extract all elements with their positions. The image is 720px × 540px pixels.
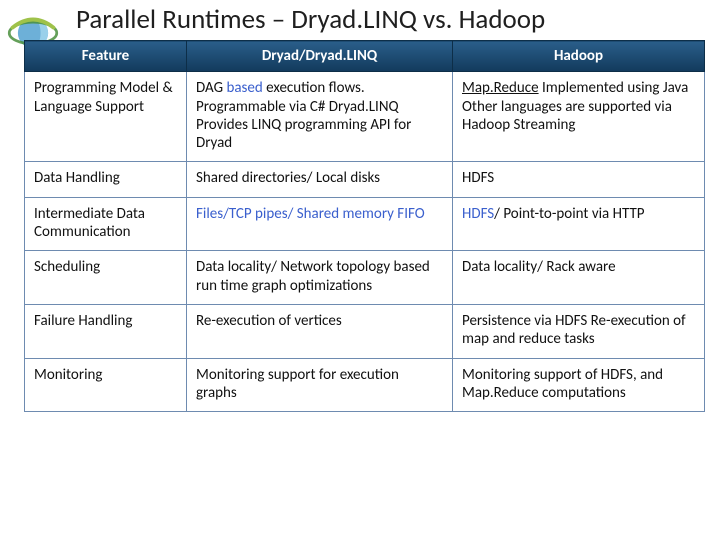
cell-dryad: DAG based execution flows. Programmable … <box>187 72 453 162</box>
table-row: Data HandlingShared directories/ Local d… <box>25 162 705 197</box>
col-header-dryad: Dryad/Dryad.LINQ <box>187 41 453 72</box>
table-row: MonitoringMonitoring support for executi… <box>25 358 705 412</box>
col-header-feature: Feature <box>25 41 187 72</box>
cell-hadoop: Monitoring support of HDFS, and Map.Redu… <box>453 358 705 412</box>
table-row: Failure HandlingRe-execution of vertices… <box>25 304 705 358</box>
cell-dryad: Re-execution of vertices <box>187 304 453 358</box>
table-header: Feature Dryad/Dryad.LINQ Hadoop <box>25 41 705 72</box>
table-row: Intermediate Data CommunicationFiles/TCP… <box>25 197 705 251</box>
cell-hadoop: Persistence via HDFS Re-execution of map… <box>453 304 705 358</box>
cell-hadoop: HDFS <box>453 162 705 197</box>
cell-dryad: Files/TCP pipes/ Shared memory FIFO <box>187 197 453 251</box>
cell-feature: Scheduling <box>25 251 187 305</box>
cell-feature: Data Handling <box>25 162 187 197</box>
cell-hadoop: HDFS/ Point-to-point via HTTP <box>453 197 705 251</box>
comparison-table: Feature Dryad/Dryad.LINQ Hadoop Programm… <box>24 40 705 412</box>
cell-feature: Intermediate Data Communication <box>25 197 187 251</box>
cell-hadoop: Data locality/ Rack aware <box>453 251 705 305</box>
cell-dryad: Monitoring support for execution graphs <box>187 358 453 412</box>
cell-feature: Failure Handling <box>25 304 187 358</box>
cell-feature: Monitoring <box>25 358 187 412</box>
slide-root: Parallel Runtimes – Dryad.LINQ vs. Hadoo… <box>0 0 720 540</box>
cell-feature: Programming Model & Language Support <box>25 72 187 162</box>
table-body: Programming Model & Language SupportDAG … <box>25 72 705 412</box>
col-header-hadoop: Hadoop <box>453 41 705 72</box>
page-title: Parallel Runtimes – Dryad.LINQ vs. Hadoo… <box>76 3 712 36</box>
table-row: SchedulingData locality/ Network topolog… <box>25 251 705 305</box>
cell-dryad: Data locality/ Network topology based ru… <box>187 251 453 305</box>
cell-dryad: Shared directories/ Local disks <box>187 162 453 197</box>
cell-hadoop: Map.Reduce Implemented using Java Other … <box>453 72 705 162</box>
table-row: Programming Model & Language SupportDAG … <box>25 72 705 162</box>
